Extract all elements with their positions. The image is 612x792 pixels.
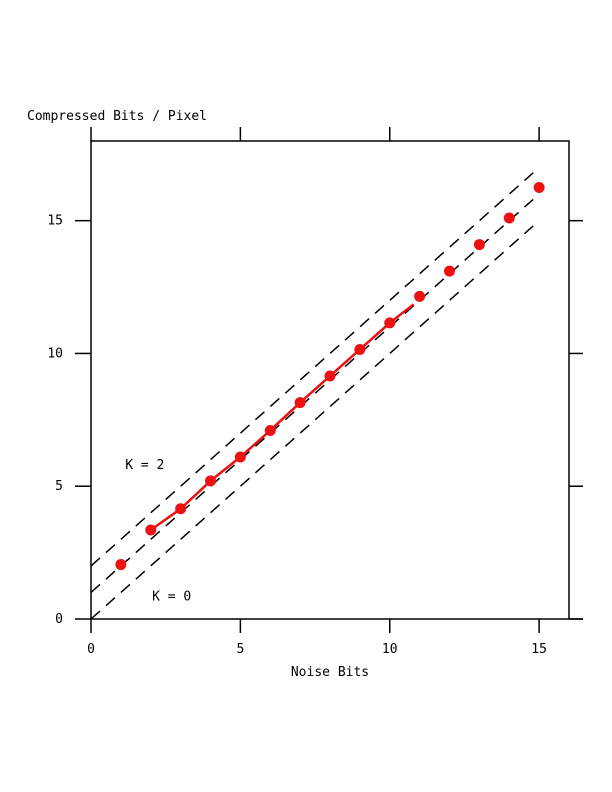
data-point	[384, 317, 396, 329]
y-tick-label: 5	[55, 479, 63, 494]
data-point	[533, 181, 545, 193]
data-point	[115, 559, 127, 571]
annotation-label: K = 2	[125, 458, 164, 473]
data-point	[175, 503, 187, 515]
chart-title: Compressed Bits / Pixel	[27, 109, 207, 124]
x-tick-label: 15	[531, 642, 547, 657]
chart-text: Compressed Bits / Pixel Noise Bits 0 5 10 1…	[27, 109, 547, 680]
data-point	[324, 370, 336, 382]
data-point	[473, 239, 485, 251]
data-point	[354, 343, 366, 355]
x-tick-label: 0	[87, 642, 95, 657]
series-line	[150, 303, 415, 532]
data-point	[503, 212, 515, 224]
data-point	[414, 290, 426, 302]
axes	[75, 127, 583, 633]
x-tick-label: 10	[382, 642, 398, 657]
data-point	[205, 475, 216, 487]
data-point	[294, 397, 306, 409]
y-tick-label: 10	[47, 346, 63, 361]
y-tick-label: 0	[55, 612, 63, 627]
x-tick-label: 5	[236, 642, 244, 657]
y-tick-label: 15	[47, 214, 63, 229]
annotation-label: K = 0	[152, 589, 191, 604]
data-series	[115, 181, 545, 571]
data-point	[444, 265, 455, 277]
data-point	[234, 451, 246, 463]
data-point	[264, 424, 276, 436]
x-axis-label: Noise Bits	[291, 665, 369, 680]
data-point	[145, 524, 157, 536]
plot-frame	[90, 140, 570, 620]
